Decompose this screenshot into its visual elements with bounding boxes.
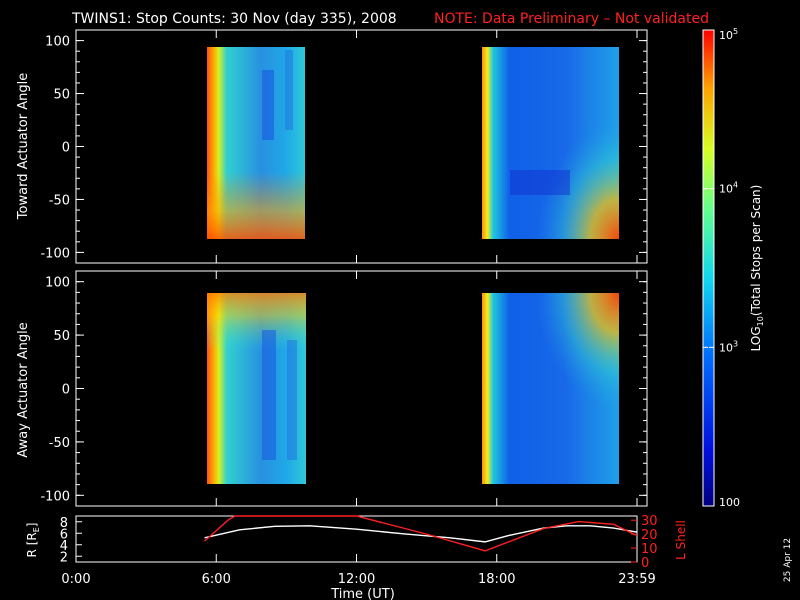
y-tick-label: -50 (49, 193, 70, 208)
heatmap-block-1 (207, 293, 306, 484)
lshell-tick-label: 20 (641, 528, 658, 543)
y-tick-label: 50 (53, 88, 70, 103)
y-tick-label: 100 (45, 276, 70, 291)
radius-axis-label: R [RE] (25, 523, 41, 558)
y-tick-label: 0 (62, 141, 70, 156)
x-axis-label: Time (UT) (330, 587, 395, 600)
colorbar: 105 104 103 100 LOG10(Total Stops per Scan) (702, 27, 765, 509)
y-tick-label: -100 (40, 489, 70, 504)
y-tick-label: 50 (53, 329, 70, 344)
away-angle-panel: Away Actuator Angle -100 -50 0 50 100 (16, 270, 648, 507)
r-tick-label: 4 (60, 539, 68, 554)
colorbar-tick-label: 104 (719, 181, 738, 196)
colorbar-tick-label: 100 (719, 496, 740, 509)
y-tick-label: -50 (49, 436, 70, 451)
y-axis-label: Toward Actuator Angle (16, 73, 31, 220)
lshell-tick-label: 0 (641, 556, 649, 571)
x-tick-label: 0:00 (61, 572, 90, 587)
r-tick-label: 6 (60, 527, 68, 542)
lshell-axis-label: L Shell (674, 520, 688, 560)
heatmap-block-2 (482, 47, 619, 239)
r-tick-label: 2 (60, 550, 68, 565)
figure-title: TWINS1: Stop Counts: 30 Nov (day 335), 2… (71, 11, 397, 27)
heatmap-block-1 (207, 47, 305, 239)
colorbar-tick-label: 105 (719, 27, 738, 42)
lshell-tick-label: 30 (641, 514, 658, 529)
x-tick-label: 18:00 (478, 572, 515, 587)
y-axis-label: Away Actuator Angle (16, 322, 31, 457)
preliminary-note: NOTE: Data Preliminary – Not validated (434, 11, 709, 27)
radius-series-line (204, 525, 638, 543)
x-tick-label: 6:00 (202, 572, 231, 587)
x-tick-label: 12:00 (338, 572, 375, 587)
y-tick-label: -100 (40, 246, 70, 261)
colorbar-tick-label: 103 (719, 339, 738, 354)
x-tick-label: 23:59 (618, 572, 655, 587)
y-tick-label: 100 (45, 35, 70, 50)
heatmap-block-2 (482, 293, 619, 484)
toward-angle-panel: Toward Actuator Angle -100 -50 0 50 100 (16, 29, 648, 264)
r-tick-label: 8 (60, 516, 68, 531)
lshell-tick-label: 10 (641, 542, 658, 557)
colorbar-gradient (702, 29, 715, 507)
y-tick-label: 0 (62, 383, 70, 398)
lshell-series-line (204, 515, 638, 552)
date-stamp: 25 Apr 12 (783, 538, 793, 582)
colorbar-label: LOG10(Total Stops per Scan) (749, 185, 765, 352)
